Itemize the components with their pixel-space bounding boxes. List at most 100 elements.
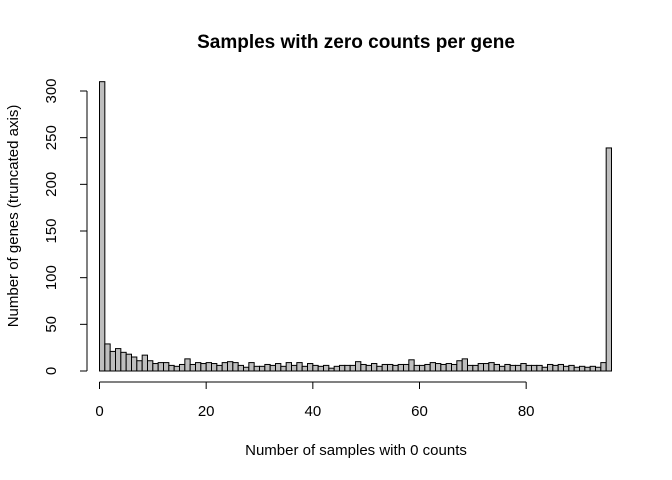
y-tick-label: 50 bbox=[43, 316, 60, 333]
histogram-bar bbox=[115, 348, 122, 372]
histogram-bar bbox=[264, 363, 271, 372]
histogram-bar bbox=[541, 366, 549, 372]
chart-title: Samples with zero counts per gene bbox=[197, 32, 515, 53]
histogram-bar bbox=[227, 361, 234, 372]
histogram-bar bbox=[99, 81, 106, 372]
histogram-bar bbox=[221, 362, 229, 372]
x-axis: 0 20 40 60 80 bbox=[95, 381, 535, 420]
y-tick-label: 200 bbox=[43, 172, 60, 197]
histogram-bar bbox=[328, 367, 335, 372]
histogram-bar bbox=[291, 364, 298, 372]
histogram-bar bbox=[173, 365, 181, 372]
histogram-bar bbox=[253, 365, 261, 372]
histogram-bar bbox=[584, 366, 591, 372]
histogram-bar bbox=[211, 363, 218, 372]
histogram-bar bbox=[504, 363, 511, 372]
histogram-bar bbox=[269, 364, 276, 372]
histogram-bar bbox=[509, 364, 516, 372]
histogram-bar bbox=[205, 362, 213, 372]
histogram-bar bbox=[499, 365, 506, 372]
histogram-bar bbox=[472, 364, 479, 372]
histogram-bar bbox=[365, 364, 372, 372]
histogram-bar bbox=[296, 362, 303, 372]
y-axis-label: Number of genes (truncated axis) bbox=[5, 105, 22, 328]
histogram-bar bbox=[195, 362, 202, 372]
histogram-bar bbox=[141, 354, 149, 372]
histogram-bar bbox=[557, 363, 565, 372]
histogram-bar bbox=[125, 353, 132, 372]
histogram-bar bbox=[168, 364, 175, 372]
histogram-bar bbox=[525, 364, 533, 372]
histogram-bar bbox=[413, 364, 420, 372]
y-tick-label: 150 bbox=[43, 218, 60, 243]
histogram-bar bbox=[419, 364, 426, 372]
histogram-bar bbox=[120, 351, 127, 372]
histogram-bar bbox=[243, 366, 250, 372]
histogram-bar bbox=[280, 365, 287, 372]
histogram-bar bbox=[259, 365, 266, 372]
histogram-bar bbox=[275, 363, 282, 372]
histogram-bar bbox=[600, 362, 607, 372]
histogram-bar bbox=[408, 359, 415, 372]
x-tick-label: 60 bbox=[411, 403, 428, 420]
histogram-bar bbox=[456, 360, 463, 372]
histogram-bar bbox=[248, 362, 255, 372]
x-axis-label: Number of samples with 0 counts bbox=[245, 442, 467, 459]
histogram-bar bbox=[152, 363, 159, 372]
histogram-bar bbox=[579, 365, 586, 372]
histogram-bar bbox=[381, 363, 388, 372]
x-tick-label: 40 bbox=[304, 403, 321, 420]
histogram-bar bbox=[595, 366, 602, 372]
histogram-bar bbox=[179, 363, 186, 372]
histogram-bar bbox=[371, 363, 378, 372]
histogram-bar bbox=[232, 362, 239, 372]
histogram-bar bbox=[147, 360, 154, 372]
histogram-bar bbox=[563, 365, 570, 372]
histogram-bar bbox=[360, 363, 367, 372]
y-tick-label: 100 bbox=[43, 265, 60, 290]
x-tick-label: 20 bbox=[198, 403, 215, 420]
histogram-bar bbox=[349, 364, 356, 372]
histogram-bar bbox=[440, 363, 447, 372]
histogram-bar bbox=[451, 363, 458, 372]
histogram-bar bbox=[515, 364, 522, 372]
histogram-bar bbox=[424, 363, 431, 372]
histogram-bar bbox=[301, 365, 308, 372]
histogram-bar bbox=[344, 364, 351, 372]
histogram-bar bbox=[184, 358, 191, 372]
histogram-bar bbox=[483, 363, 490, 372]
histogram-bar bbox=[109, 350, 116, 372]
histogram-bar bbox=[307, 363, 314, 372]
histogram-bar bbox=[493, 363, 500, 372]
histogram-bar bbox=[568, 364, 575, 372]
histogram-bar bbox=[547, 363, 554, 372]
histogram-bar bbox=[285, 362, 292, 372]
x-tick-label: 80 bbox=[518, 403, 535, 420]
histogram-bar bbox=[237, 364, 245, 372]
histogram-bar bbox=[477, 363, 484, 372]
histogram-bar bbox=[355, 361, 362, 372]
y-tick-label: 250 bbox=[43, 125, 60, 150]
histogram-bar bbox=[339, 364, 346, 372]
histogram-bar bbox=[189, 363, 197, 372]
histogram-bar bbox=[157, 362, 165, 372]
histogram-bar bbox=[467, 364, 474, 372]
histogram-bar bbox=[397, 363, 404, 372]
histogram-bar bbox=[445, 363, 452, 372]
histogram-bar bbox=[589, 365, 597, 372]
histogram-bar bbox=[531, 364, 538, 372]
histogram-bar bbox=[136, 360, 143, 372]
histogram-bar bbox=[131, 356, 138, 372]
x-tick-label: 0 bbox=[95, 403, 103, 420]
histogram-bar bbox=[403, 363, 410, 372]
histogram-bar bbox=[429, 362, 436, 372]
histogram-bar bbox=[536, 364, 543, 372]
y-tick-label: 300 bbox=[43, 78, 60, 103]
histogram-bar bbox=[312, 364, 319, 372]
histogram-bar bbox=[317, 365, 324, 372]
histogram-bar bbox=[216, 364, 223, 372]
y-axis: 0 50 100 150 200 250 300 bbox=[43, 78, 88, 375]
histogram-bar bbox=[163, 362, 170, 372]
histogram-bar bbox=[104, 343, 111, 372]
